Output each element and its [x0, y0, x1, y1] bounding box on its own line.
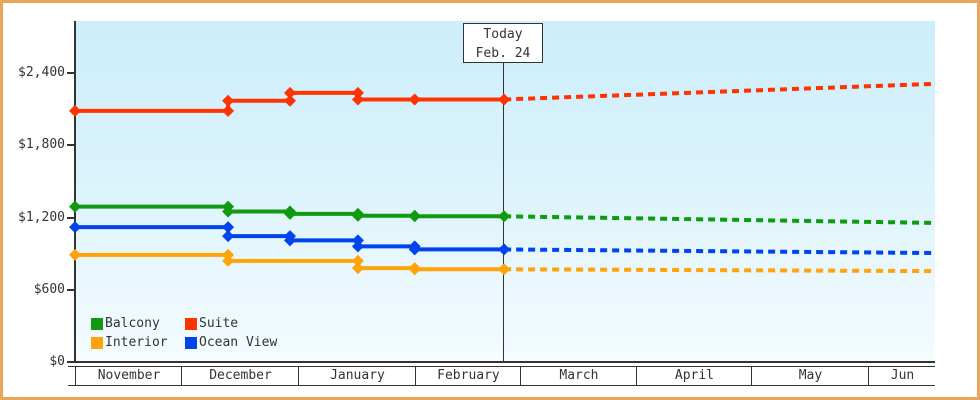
legend-label: Ocean View: [199, 335, 278, 350]
month-cell-december: December: [181, 367, 299, 385]
data-point-ocean-view: [69, 221, 81, 234]
y-tick-label: $1,200: [18, 209, 65, 225]
data-point-suite: [222, 104, 235, 117]
today-annotation-box: Today Feb. 24: [463, 23, 543, 63]
y-tick-label: $2,400: [18, 65, 65, 80]
data-point-balcony: [351, 209, 364, 222]
x-axis-month-row: November December January February March Apri…: [68, 366, 935, 386]
month-cell-november: November: [75, 367, 182, 385]
legend-item-balcony: Balcony: [91, 317, 185, 330]
x-axis-line: [68, 361, 935, 363]
chart-series-svg: [69, 81, 936, 276]
plot-area-background: [76, 21, 935, 362]
data-point-suite: [284, 86, 296, 99]
month-cell-april: April: [635, 367, 752, 385]
y-tick-label: $0: [49, 354, 65, 369]
legend-swatch-icon: [91, 336, 103, 349]
data-point-balcony: [69, 200, 81, 213]
forecast-line-suite: [504, 81, 936, 102]
data-point-suite: [351, 93, 364, 106]
data-point-ocean-view: [408, 243, 421, 256]
data-point-interior: [351, 254, 364, 267]
forecast-line-ocean-view: [504, 247, 936, 256]
today-label: Today: [483, 27, 523, 42]
legend-item-suite: Suite: [185, 317, 277, 330]
data-point-interior: [222, 254, 235, 267]
data-point-interior: [222, 248, 235, 261]
legend-label: Suite: [199, 316, 239, 331]
month-cell-may: May: [750, 367, 869, 385]
y-tick-mark: [67, 361, 74, 363]
data-point-suite: [284, 94, 296, 107]
y-tick-mark: [67, 72, 74, 74]
data-point-ocean-view: [284, 234, 296, 247]
y-axis-line: [74, 21, 76, 363]
month-cell-february: February: [414, 367, 521, 385]
data-point-ocean-view: [498, 243, 511, 256]
data-point-balcony: [408, 210, 421, 223]
legend-swatch-icon: [91, 317, 103, 330]
y-tick-mark: [67, 216, 74, 219]
data-point-ocean-view: [351, 234, 364, 247]
data-point-suite: [222, 94, 235, 107]
y-tick-mark: [67, 144, 74, 147]
month-cell-january: January: [297, 367, 416, 385]
data-point-ocean-view: [222, 221, 235, 234]
data-point-interior: [408, 263, 421, 276]
data-point-balcony: [222, 205, 235, 218]
data-point-balcony: [284, 207, 296, 220]
data-point-suite: [498, 93, 511, 106]
y-tick-label: $600: [33, 281, 65, 297]
y-tick-mark: [67, 288, 74, 291]
legend-swatch-icon: [185, 317, 197, 330]
data-point-ocean-view: [222, 230, 235, 243]
legend-item-interior: Interior: [91, 336, 185, 349]
data-point-interior: [69, 248, 81, 261]
data-point-suite: [408, 93, 421, 106]
month-cell-jun: Jun: [868, 367, 936, 385]
forecast-line-balcony: [504, 214, 936, 225]
price-line-interior: [75, 252, 505, 272]
forecast-line-interior: [504, 267, 936, 274]
legend-label: Balcony: [105, 316, 160, 331]
data-point-suite: [351, 86, 364, 99]
today-date-label: Feb. 24: [475, 46, 531, 61]
data-point-interior: [351, 262, 364, 275]
legend-label: Interior: [105, 335, 168, 350]
legend-item-ocean-view: Ocean View: [185, 336, 277, 349]
y-tick-label: $1,800: [18, 137, 65, 153]
legend-swatch-icon: [185, 336, 197, 349]
data-point-ocean-view: [351, 240, 364, 253]
data-point-interior: [498, 263, 511, 276]
month-cell-march: March: [519, 367, 637, 385]
legend: Balcony Suite Interior Ocean View: [91, 317, 277, 349]
data-point-suite: [69, 104, 81, 117]
data-point-balcony: [498, 210, 511, 223]
